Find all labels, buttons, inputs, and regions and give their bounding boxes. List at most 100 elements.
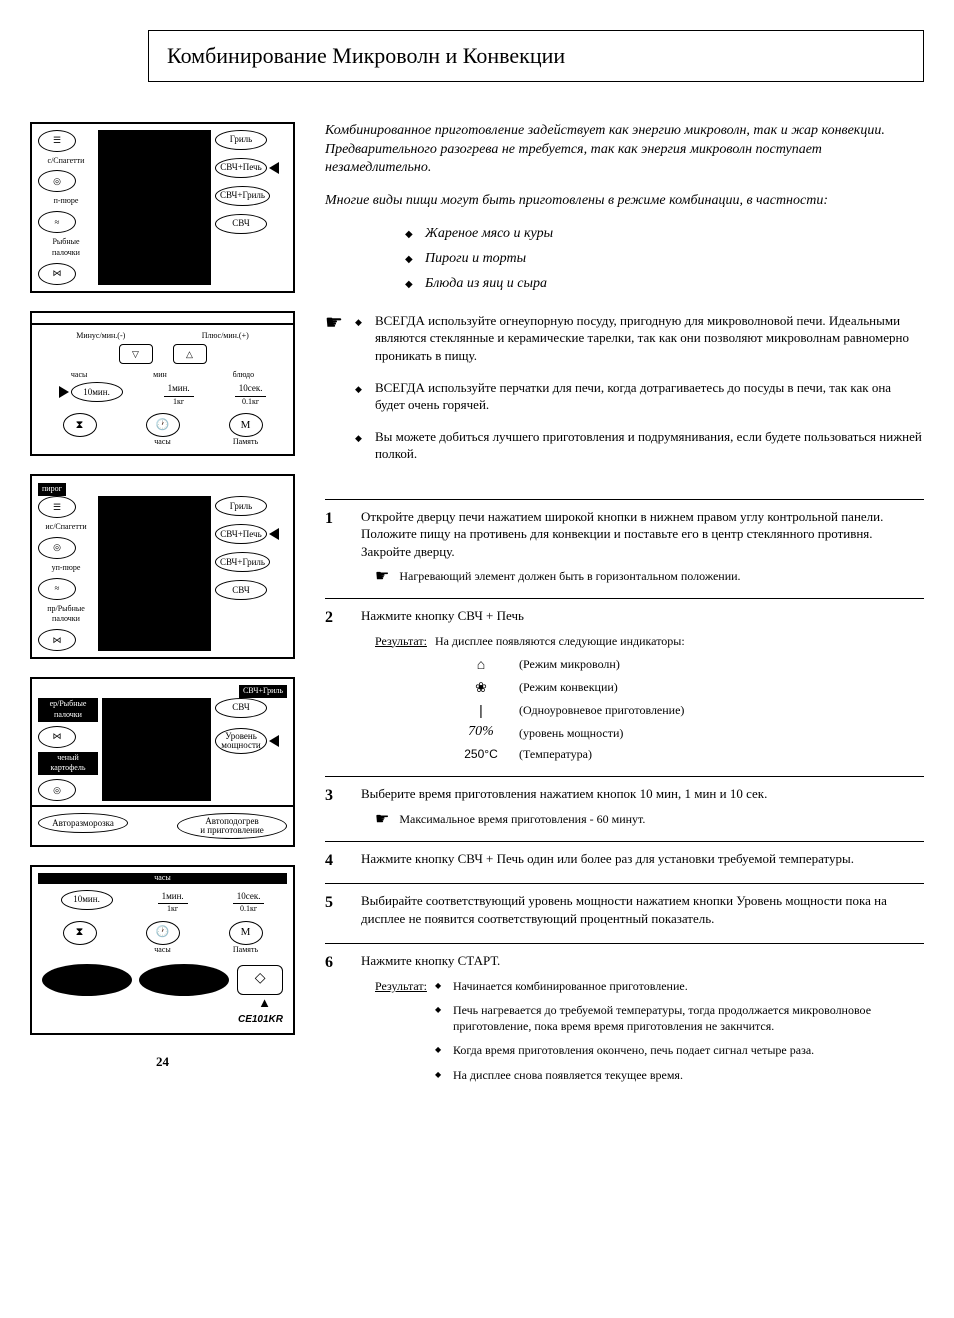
- label: Память: [229, 945, 263, 956]
- pointer-icon: [269, 528, 279, 540]
- grill-button: Гриль: [215, 130, 267, 150]
- intro-text-2: Многие виды пищи могут быть приготовлены…: [325, 192, 924, 211]
- result-text: На дисплее появляются следующие индикато…: [435, 633, 685, 649]
- label: уп-пюре: [38, 563, 94, 574]
- step-number: 3: [325, 785, 343, 830]
- note-text: Нагревающий элемент должен быть в горизо…: [399, 568, 740, 584]
- food-icon: ≈: [38, 211, 76, 233]
- step-number: 2: [325, 607, 343, 766]
- label: ер/Рыбные палочки: [38, 698, 98, 722]
- convection-mode-icon: ❀: [461, 678, 501, 697]
- label: 0.1кг: [235, 397, 267, 408]
- pointer-icon: [59, 386, 69, 398]
- label: часы: [71, 370, 88, 381]
- pointer-icon: ▲: [38, 994, 287, 1012]
- list-item: Блюда из яиц и сыра: [405, 275, 924, 294]
- step-number: 6: [325, 952, 343, 1094]
- grill-button: Гриль: [215, 496, 267, 516]
- tip-item: ВСЕГДА используйте перчатки для печи, ко…: [355, 379, 924, 414]
- panel-1: ☰ с/Спагетти ◎ п-пюре ≈ Рыбные палочки ⋈…: [30, 122, 295, 293]
- step-text: Откройте дверцу печи нажатием широкой кн…: [361, 508, 924, 561]
- tip-item: Вы можете добиться лучшего приготовления…: [355, 428, 924, 463]
- step-text: Выбирайте соответствующий уровень мощнос…: [361, 892, 924, 927]
- panel1-label-1: п-пюре: [38, 196, 94, 207]
- mw-oven-button: СВЧ+Печь: [215, 524, 267, 544]
- step-text: Выберите время приготовления нажатием кн…: [361, 785, 924, 803]
- label: 1кг: [158, 904, 188, 915]
- label: пр/Рыбные палочки: [38, 604, 94, 626]
- minus-label: Минус/мин.(-): [76, 331, 125, 342]
- start-button: ◇: [237, 965, 283, 995]
- plus-label: Плюс/мин.(+): [202, 331, 249, 342]
- page-number: 24: [30, 1053, 295, 1071]
- mw-grill-button: СВЧ+Гриль: [215, 186, 270, 206]
- timer-icon: ⧗: [63, 921, 97, 945]
- food-icon: ⋈: [38, 629, 76, 651]
- step-text: Нажмите кнопку СВЧ + Печь один или более…: [361, 850, 924, 868]
- label: часы: [38, 873, 287, 884]
- panel1-label-0: с/Спагетти: [38, 156, 94, 167]
- steps-list: 1 Откройте дверцу печи нажатием широкой …: [325, 499, 924, 1099]
- power-level-button: Уровень мощности: [215, 728, 267, 754]
- indicator-desc: (Температура): [519, 746, 592, 762]
- clock-icon: 🕐: [146, 413, 180, 437]
- auto-defrost-button: Авторазморозка: [38, 813, 128, 833]
- food-icon: ◎: [38, 170, 76, 192]
- panel-5: часы 10мин. 1мин.1кг 10сек.0.1кг ⧗ 🕐часы…: [30, 865, 295, 1035]
- result-item: Когда время приготовления окончено, печь…: [435, 1042, 924, 1058]
- step-6: 6 Нажмите кнопку СТАРТ. Результат: Начин…: [325, 943, 924, 1098]
- food-icon: ☰: [38, 496, 76, 518]
- mw-button: СВЧ: [215, 580, 267, 600]
- indicator-list: ⌂(Режим микроволн) ❀(Режим конвекции) |(…: [461, 655, 924, 763]
- label: ченый картофель: [38, 752, 98, 776]
- label: СВЧ+Гриль: [239, 685, 287, 698]
- temperature-value: 250°C: [461, 746, 501, 762]
- label: 0.1кг: [233, 904, 265, 915]
- panel-illustrations: ☰ с/Спагетти ◎ п-пюре ≈ Рыбные палочки ⋈…: [30, 122, 295, 1099]
- step-number: 1: [325, 508, 343, 588]
- label: часы: [146, 945, 180, 956]
- page-title: Комбинирование Микроволн и Конвекции: [148, 30, 924, 82]
- panel-4: СВЧ+Гриль ер/Рыбные палочки ⋈ ченый карт…: [30, 677, 295, 847]
- result-label: Результат:: [375, 633, 427, 649]
- step-3: 3 Выберите время приготовления нажатием …: [325, 776, 924, 840]
- intro-text-1: Комбинированное приготовление задействуе…: [325, 122, 924, 179]
- mw-button: СВЧ: [215, 214, 267, 234]
- label: пирог: [38, 483, 66, 496]
- food-list: Жареное мясо и куры Пироги и торты Блюда…: [325, 225, 924, 294]
- food-icon: ☰: [38, 130, 76, 152]
- step-text: Нажмите кнопку СВЧ + Печь: [361, 607, 924, 625]
- label: мин: [153, 370, 167, 381]
- note-text: Максимальное время приготовления - 60 ми…: [399, 811, 645, 827]
- result-item: Начинается комбинированное приготовление…: [435, 978, 924, 994]
- label: Память: [229, 437, 263, 448]
- clock-icon: 🕐: [146, 921, 180, 945]
- display-screen: [102, 698, 211, 801]
- food-icon: ⋈: [38, 263, 76, 285]
- indicator-desc: (Режим конвекции): [519, 679, 618, 695]
- food-icon: ◎: [38, 537, 76, 559]
- pointer-icon: [269, 162, 279, 174]
- step-number: 4: [325, 850, 343, 874]
- step-4: 4 Нажмите кнопку СВЧ + Печь один или бол…: [325, 841, 924, 884]
- single-level-icon: |: [461, 701, 501, 720]
- ten-min-button: 10мин.: [61, 890, 113, 910]
- food-icon: ⋈: [38, 726, 76, 748]
- label: часы: [146, 437, 180, 448]
- one-min-button: 1мин.: [158, 890, 188, 904]
- label: 1кг: [164, 397, 194, 408]
- display-screen: [98, 130, 211, 285]
- ten-sec-button: 10сек.: [233, 890, 265, 904]
- timer-icon: ⧗: [63, 413, 97, 437]
- step-1: 1 Откройте дверцу печи нажатием широкой …: [325, 499, 924, 598]
- memory-icon: M: [229, 921, 263, 945]
- result-label: Результат:: [375, 978, 427, 994]
- instructions-column: Комбинированное приготовление задействуе…: [325, 122, 924, 1099]
- display-screen: [98, 496, 211, 651]
- microwave-mode-icon: ⌂: [461, 655, 501, 674]
- open-button: [139, 964, 229, 996]
- auto-reheat-button: Автоподогрев и приготовление: [177, 813, 287, 839]
- hand-icon: ☛: [375, 566, 389, 588]
- food-icon: ≈: [38, 578, 76, 600]
- panel-3: пирог ☰ ис/Спагетти ◎ уп-пюре ≈ пр/Рыбны…: [30, 474, 295, 659]
